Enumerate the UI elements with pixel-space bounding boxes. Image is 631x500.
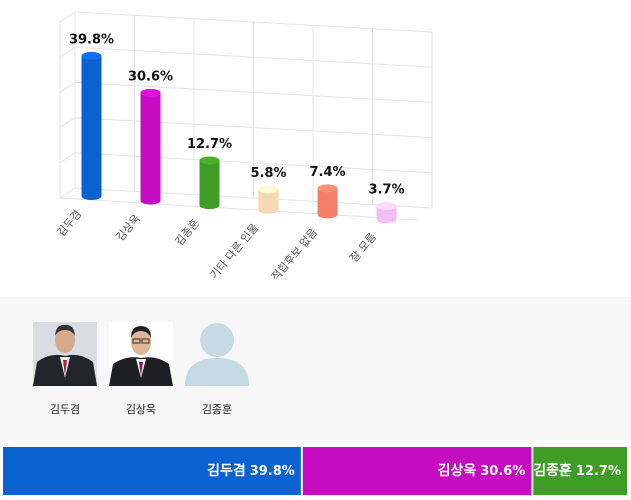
bar-body [258, 189, 279, 214]
profile-panel [0, 297, 631, 440]
share-label: 김종훈 12.7% [533, 462, 621, 479]
bar [258, 185, 279, 214]
share-label: 김상욱 30.6% [438, 462, 526, 479]
x-tick-label: 기타 다른 인물 [208, 221, 261, 281]
bar [140, 88, 161, 205]
x-tick-label: 김상욱 [114, 212, 143, 244]
bar [199, 156, 220, 210]
bar [376, 201, 397, 223]
bar-body [317, 188, 338, 219]
photo [109, 322, 173, 386]
grid-line [59, 81, 76, 93]
share-value: 39.8% [250, 464, 295, 479]
bar-top [376, 201, 397, 210]
share-name: 김종훈 [533, 462, 572, 479]
share-bar [533, 447, 627, 495]
data-label: 39.8% [69, 32, 114, 47]
bar [317, 184, 338, 219]
data-label: 30.6% [128, 69, 173, 84]
share-value: 12.7% [576, 464, 621, 479]
candidate-name: 김두겸 [50, 403, 80, 416]
bar-top [81, 51, 102, 60]
share-name: 김상욱 [438, 462, 477, 479]
candidate-name: 김종훈 [202, 403, 232, 416]
photo [33, 322, 97, 386]
share-name: 김두겸 [207, 462, 246, 479]
share-bar [3, 447, 301, 495]
photo-placeholder [185, 323, 249, 386]
bar-body [140, 92, 161, 205]
x-tick-label: 잘 모름 [347, 231, 379, 265]
bar-top [258, 185, 279, 194]
bar-body [81, 55, 102, 201]
grid-line [59, 187, 76, 199]
bar-top [317, 184, 338, 193]
data-label: 7.4% [309, 165, 345, 180]
share-bar [302, 447, 532, 495]
grid-line [59, 197, 419, 221]
x-tick-label: 김두겸 [55, 208, 84, 240]
grid-line [59, 152, 76, 164]
x-tick-label: 김종훈 [173, 217, 202, 249]
bar-top [140, 88, 161, 97]
bar [81, 51, 102, 201]
x-tick-label: 적합후보 없음 [269, 226, 320, 284]
share-label: 김두겸 39.8% [207, 462, 295, 479]
data-label: 12.7% [187, 137, 232, 152]
data-label: 5.8% [250, 166, 286, 181]
bar-top [199, 156, 220, 165]
bar-body [199, 160, 220, 210]
grid-line [59, 11, 76, 23]
bar-body [376, 205, 397, 223]
grid-line [59, 46, 76, 58]
grid-line [59, 117, 76, 129]
candidate-name: 김상욱 [126, 403, 156, 416]
data-label: 3.7% [368, 182, 404, 197]
share-value: 30.6% [480, 464, 525, 479]
